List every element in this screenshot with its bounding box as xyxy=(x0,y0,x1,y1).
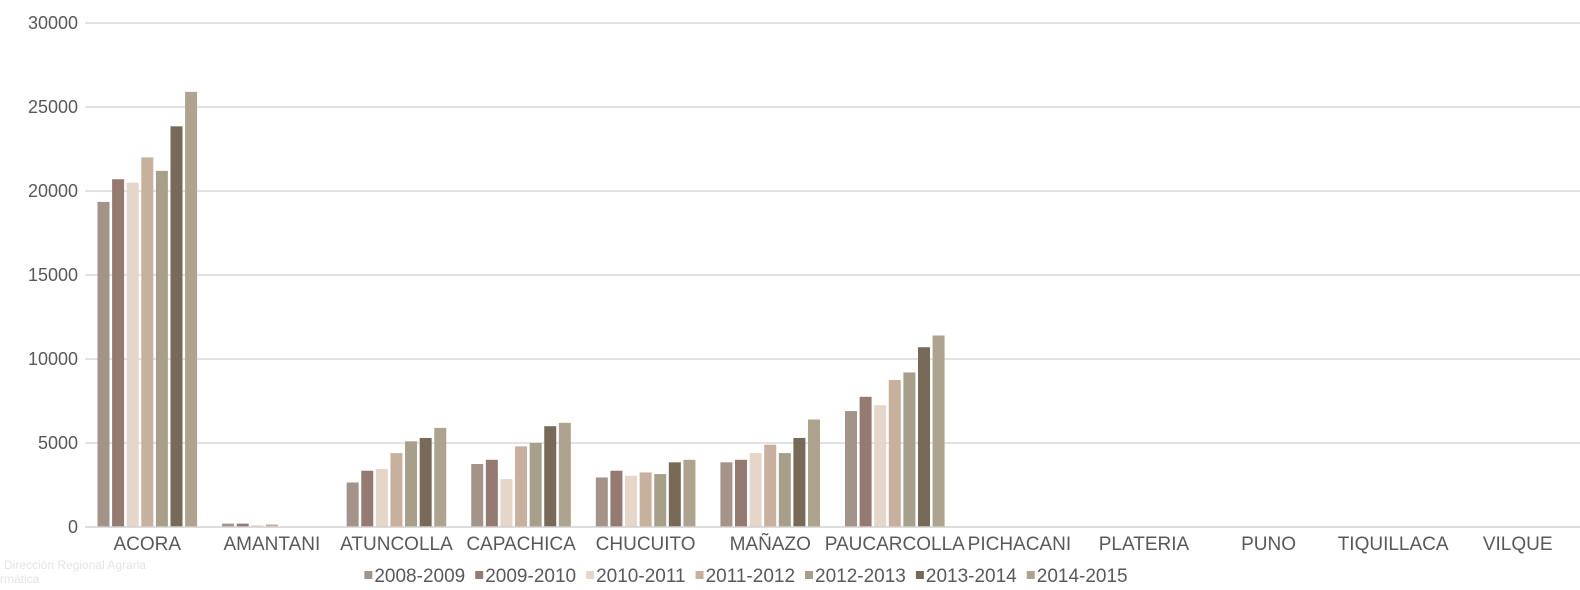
bar xyxy=(251,525,264,527)
bar xyxy=(529,443,542,527)
bar xyxy=(361,470,374,527)
footnote-line1: Dirección Regional Agraria xyxy=(4,558,146,572)
x-category-label: PICHACANI xyxy=(968,534,1071,555)
bar xyxy=(390,453,403,527)
y-tick-label: 25000 xyxy=(28,97,78,117)
bar xyxy=(932,335,945,527)
bar xyxy=(112,179,125,528)
bar xyxy=(595,477,608,527)
legend-item: 2012-2013 xyxy=(805,566,906,587)
legend-item: 2010-2011 xyxy=(586,566,686,587)
legend-label: 2011-2012 xyxy=(706,566,795,587)
x-axis-categories: ACORA AMANTANI ATUNCOLLA CAPACHICA CHUCUITO M… xyxy=(114,533,1553,555)
x-category-label: ACORA xyxy=(114,534,182,555)
bar xyxy=(735,459,748,527)
bar xyxy=(558,422,571,527)
bar xyxy=(500,479,513,527)
bar xyxy=(874,405,887,527)
bar xyxy=(764,444,777,527)
bar xyxy=(471,464,484,527)
bar xyxy=(265,524,278,527)
bar xyxy=(808,419,821,527)
legend-label: 2010-2011 xyxy=(596,566,685,587)
bar xyxy=(610,470,623,527)
bar xyxy=(155,170,168,527)
x-category-label: ATUNCOLLA xyxy=(340,534,453,555)
bar xyxy=(434,427,447,527)
legend-label: 2008-2009 xyxy=(374,566,465,587)
bar xyxy=(888,380,901,527)
x-category-label: MAÑAZO xyxy=(730,533,811,555)
legend-swatch xyxy=(475,571,484,579)
legend: 2008-2009 2009-2010 2010-2011 2011-2012 2012… xyxy=(364,566,1128,587)
bar xyxy=(97,201,110,528)
bar xyxy=(844,411,857,527)
bar xyxy=(749,453,762,527)
legend-swatch xyxy=(805,571,814,579)
gridlines xyxy=(85,22,1580,444)
x-category-label: PUNO xyxy=(1241,534,1296,555)
bar xyxy=(405,441,418,527)
x-category-label: PLATERIA xyxy=(1099,534,1190,555)
x-category-label: AMANTANI xyxy=(223,534,320,555)
legend-label: 2014-2015 xyxy=(1037,566,1128,587)
y-axis-ticks: 0 5000 10000 15000 20000 25000 30000 xyxy=(28,13,78,537)
x-category-label: CHUCUITO xyxy=(596,534,696,555)
bar xyxy=(625,475,638,527)
legend-item: 2014-2015 xyxy=(1026,566,1128,587)
legend-label: 2013-2014 xyxy=(926,566,1017,587)
x-category-label: PAUCARCOLLA xyxy=(825,534,965,555)
bar xyxy=(185,91,198,527)
legend-item: 2008-2009 xyxy=(364,566,465,587)
y-tick-label: 10000 xyxy=(28,349,78,369)
legend-label: 2012-2013 xyxy=(815,566,906,587)
bar xyxy=(778,453,791,527)
legend-item: 2013-2014 xyxy=(915,566,1017,587)
y-tick-label: 15000 xyxy=(28,265,78,285)
bar xyxy=(903,372,916,527)
bar xyxy=(485,459,498,527)
legend-item: 2009-2010 xyxy=(475,566,576,587)
legend-swatch xyxy=(586,571,595,579)
bars xyxy=(97,91,945,528)
bar xyxy=(720,462,733,527)
legend-swatch xyxy=(695,571,704,579)
bar xyxy=(346,482,359,527)
y-tick-label: 30000 xyxy=(28,13,78,33)
bar xyxy=(170,126,183,527)
legend-label: 2009-2010 xyxy=(485,566,576,587)
legend-swatch xyxy=(915,571,924,579)
bar xyxy=(917,347,930,527)
bar xyxy=(668,462,681,527)
x-category-label: CAPACHICA xyxy=(466,534,576,555)
bar xyxy=(515,446,528,527)
bar xyxy=(639,472,652,527)
y-tick-label: 0 xyxy=(68,517,78,537)
bar xyxy=(222,523,235,527)
footnote-line2: rmática xyxy=(0,572,40,586)
bar xyxy=(859,396,872,527)
bar xyxy=(544,426,557,527)
y-tick-label: 5000 xyxy=(38,433,78,453)
legend-swatch xyxy=(364,571,373,579)
bar xyxy=(654,474,667,527)
bar xyxy=(419,437,432,527)
bar xyxy=(683,459,696,527)
x-category-label: TIQUILLACA xyxy=(1338,534,1449,555)
bar xyxy=(141,157,154,527)
bar xyxy=(126,182,139,527)
y-tick-label: 20000 xyxy=(28,181,78,201)
x-category-label: VILQUE xyxy=(1483,534,1553,555)
bar xyxy=(236,523,249,527)
bar xyxy=(375,469,388,527)
legend-swatch xyxy=(1026,571,1035,579)
bar xyxy=(793,437,806,527)
legend-item: 2011-2012 xyxy=(695,566,795,587)
